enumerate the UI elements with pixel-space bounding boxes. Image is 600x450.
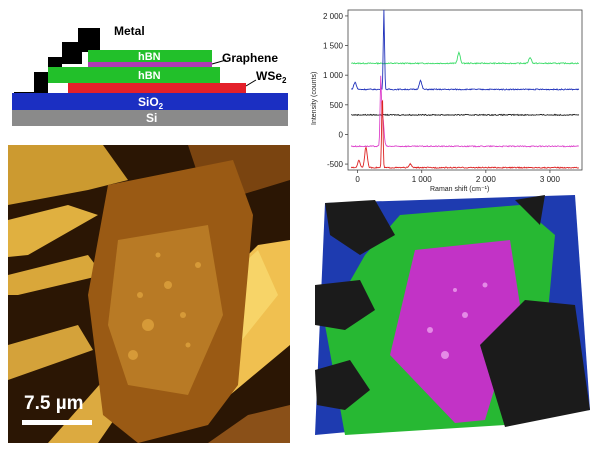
afm-bubble: [142, 319, 154, 331]
scale-bar: [22, 420, 92, 425]
afm-bright-flake-bottomleft: [8, 325, 93, 380]
raman-series-line: [350, 99, 580, 169]
afm-bubbles: [128, 252, 201, 360]
raman-ytick-label: 0: [339, 130, 344, 139]
si-label: Si: [146, 111, 157, 125]
metal-contact: [14, 28, 100, 95]
raman-ytick-label: 2 000: [323, 12, 344, 21]
raman-xtick-label: 1 000: [412, 175, 433, 184]
map-metal-right: [480, 300, 590, 427]
afm-bright-flake-bottomright: [208, 405, 290, 443]
sio2-label: SiO2: [138, 95, 164, 111]
map-bubble: [482, 282, 488, 288]
map-metal-bottomleft: [315, 360, 370, 410]
raman-series-group: [350, 9, 580, 169]
map-bubble: [453, 288, 457, 292]
si-layer: [12, 110, 288, 126]
hbn-bottom-label: hBN: [138, 70, 161, 82]
graphene-label: Graphene: [222, 51, 278, 65]
afm-topography: [8, 145, 290, 443]
map-bubbles: [427, 282, 488, 359]
afm-bubble: [185, 342, 191, 348]
map-metal-topleft: [325, 200, 395, 255]
raman-frame: [347, 9, 583, 171]
wse2-pointer: [245, 79, 257, 87]
wse2-layer: [68, 83, 246, 93]
afm-bubble: [128, 350, 138, 360]
map-bubble: [462, 312, 468, 318]
wse2-label: WSe2: [256, 69, 287, 85]
graphene-pointer: [211, 59, 227, 65]
device-stack-schematic: Metal hBN hBN Graphene WSe2 SiO2 Si: [0, 0, 300, 140]
afm-bright-flake-left: [8, 205, 98, 257]
map-graphene-region: [390, 240, 520, 423]
metal-label: Metal: [114, 24, 145, 38]
stack-diagram: Metal hBN hBN Graphene WSe2 SiO2 Si: [12, 24, 288, 126]
map-metal-topright: [515, 195, 545, 225]
raman-ytick-label: 500: [330, 101, 344, 110]
afm-bubble: [195, 262, 201, 268]
raman-xtick-label: 0: [355, 175, 360, 184]
raman-series-line: [351, 50, 579, 65]
map-bubble: [427, 327, 433, 333]
raman-ytick-label: -500: [327, 160, 344, 169]
raman-map-render: [315, 195, 590, 435]
raman-ytick-label: 1 000: [323, 71, 344, 80]
afm-bubble: [155, 252, 161, 258]
graphene-layer: [88, 62, 212, 67]
raman-series-line: [350, 9, 580, 91]
afm-bubble: [164, 281, 172, 289]
hbn-bottom-layer: [48, 67, 220, 83]
raman-axes: -500 0 500 1 000 1 500 2 000 0 1 000 2 000 3 000: [323, 9, 583, 184]
afm-bright-flake-left2: [8, 255, 103, 295]
scale-bar-label: 7.5 µm: [24, 393, 84, 414]
afm-bubble: [137, 292, 143, 298]
hbn-top-label: hBN: [138, 51, 161, 63]
raman-series-line: [350, 113, 580, 117]
raman-xtick-label: 3 000: [540, 175, 561, 184]
sio2-layer: [12, 93, 288, 110]
afm-image: 7.5 µm: [8, 145, 290, 443]
hbn-top-layer: [88, 50, 212, 62]
map-metal-left: [315, 280, 375, 330]
raman-ylabel: Intensity (counts): [311, 72, 318, 125]
raman-xtick-label: 2 000: [476, 175, 497, 184]
afm-bright-flake-topleft: [8, 145, 128, 205]
raman-3d-map: [305, 195, 595, 445]
raman-ytick-label: 1 500: [323, 42, 344, 51]
afm-bubble: [180, 312, 186, 318]
raman-series-line: [350, 75, 579, 148]
raman-spectra-chart: -500 0 500 1 000 1 500 2 000 0 1 000 2 000 3 000 …: [300, 0, 600, 195]
raman-xlabel: Raman shift (cm⁻¹): [430, 186, 489, 193]
map-bubble: [441, 351, 449, 359]
